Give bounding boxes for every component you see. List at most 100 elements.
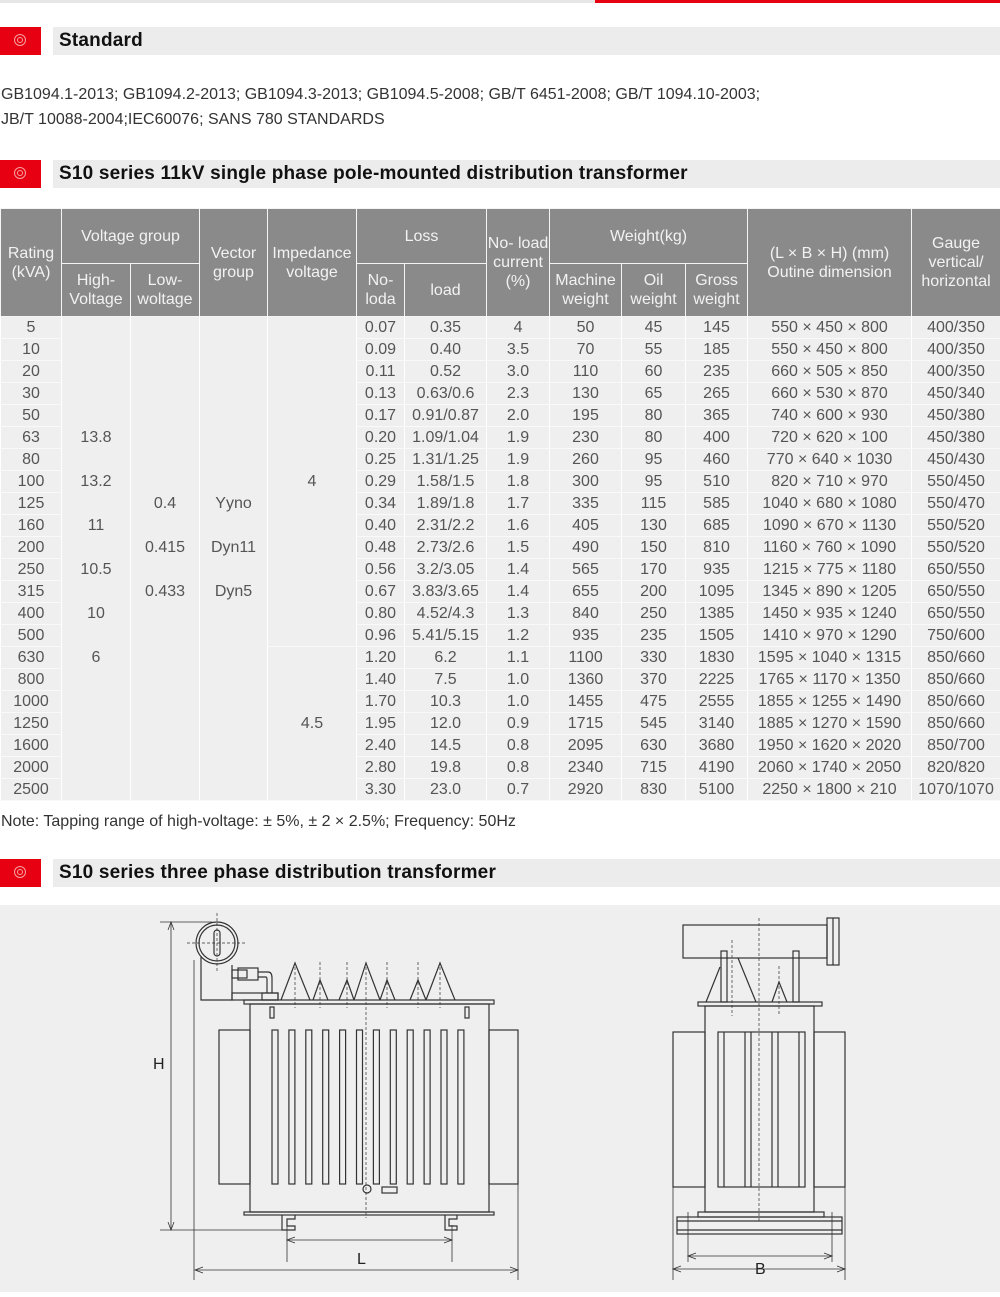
gauge-cell: 850/660: [912, 691, 1000, 713]
gross-weight-cell: 145: [686, 317, 748, 339]
no-load-current-cell: 1.5: [487, 537, 550, 559]
dimension-cell: 1885 × 1270 × 1590: [748, 713, 912, 735]
oil-weight-cell: 130: [622, 515, 686, 537]
gross-weight-cell: 2555: [686, 691, 748, 713]
rating-cell: 20: [1, 361, 62, 383]
section-header-standard: Standard: [0, 27, 1000, 55]
dimension-cell: 1450 × 935 × 1240: [748, 603, 912, 625]
machine-weight-cell: 300: [550, 471, 622, 493]
gauge-cell: 450/340: [912, 383, 1000, 405]
low-voltage-cell-value: 0.4: [131, 493, 199, 537]
radiator-fin: [390, 1030, 396, 1184]
dimension-cell: 740 × 600 × 930: [748, 405, 912, 427]
load-loss-cell: 10.3: [405, 691, 487, 713]
no-load-current-cell: 1.9: [487, 427, 550, 449]
impedance-cell: 4.5: [268, 647, 357, 801]
gross-weight-cell: 510: [686, 471, 748, 493]
gauge-cell: 750/600: [912, 625, 1000, 647]
machine-weight-cell: 70: [550, 339, 622, 361]
machine-weight-cell: 2095: [550, 735, 622, 757]
machine-weight-cell: 405: [550, 515, 622, 537]
gauge-cell: 400/350: [912, 361, 1000, 383]
machine-weight-cell: 335: [550, 493, 622, 515]
dimension-cell: 720 × 620 × 100: [748, 427, 912, 449]
header-gross-weight: Gross weight: [686, 264, 748, 317]
radiator-fin: [407, 1030, 413, 1184]
dimension-cell: 1345 × 890 × 1205: [748, 581, 912, 603]
load-loss-cell: 1.09/1.04: [405, 427, 487, 449]
oil-weight-cell: 630: [622, 735, 686, 757]
no-load-loss-cell: 0.48: [357, 537, 405, 559]
oil-weight-cell: 55: [622, 339, 686, 361]
no-load-current-cell: 1.0: [487, 691, 550, 713]
dimension-cell: 550 × 450 × 800: [748, 339, 912, 361]
load-loss-cell: 6.2: [405, 647, 487, 669]
machine-weight-cell: 1715: [550, 713, 622, 735]
dimension-cell: 2250 × 1800 × 210: [748, 779, 912, 801]
no-load-current-cell: 0.9: [487, 713, 550, 735]
section-title: S10 series 11kV single phase pole-mounte…: [59, 163, 688, 185]
machine-weight-cell: 2340: [550, 757, 622, 779]
rating-cell: 2000: [1, 757, 62, 779]
vector-group-cell-value: Yyno: [200, 493, 267, 537]
gross-weight-cell: 685: [686, 515, 748, 537]
header-loss: Loss: [357, 209, 487, 264]
load-loss-cell: 1.89/1.8: [405, 493, 487, 515]
dimension-cell: 1765 × 1170 × 1350: [748, 669, 912, 691]
rating-cell: 800: [1, 669, 62, 691]
no-load-loss-cell: 0.29: [357, 471, 405, 493]
load-loss-cell: 7.5: [405, 669, 487, 691]
height-label: H: [153, 1056, 165, 1073]
rating-cell: 2500: [1, 779, 62, 801]
rating-cell: 1250: [1, 713, 62, 735]
oil-weight-cell: 370: [622, 669, 686, 691]
load-loss-cell: 12.0: [405, 713, 487, 735]
oil-weight-cell: 475: [622, 691, 686, 713]
no-load-current-cell: 0.7: [487, 779, 550, 801]
header-impedance: Impedance voltage: [268, 209, 357, 317]
load-loss-cell: 3.83/3.65: [405, 581, 487, 603]
gross-weight-cell: 1095: [686, 581, 748, 603]
low-voltage-cell-value: 0.433: [131, 581, 199, 625]
dimension-cell: 1410 × 970 × 1290: [748, 625, 912, 647]
radiator-fin: [357, 1030, 363, 1184]
load-loss-cell: 2.73/2.6: [405, 537, 487, 559]
load-loss-cell: 19.8: [405, 757, 487, 779]
gross-weight-cell: 5100: [686, 779, 748, 801]
load-loss-cell: 23.0: [405, 779, 487, 801]
no-load-current-cell: 1.1: [487, 647, 550, 669]
no-load-current-cell: 1.4: [487, 581, 550, 603]
load-loss-cell: 0.40: [405, 339, 487, 361]
no-load-loss-cell: 0.20: [357, 427, 405, 449]
gauge-cell: 850/660: [912, 669, 1000, 691]
gauge-cell: 850/660: [912, 647, 1000, 669]
gauge-cell: 1070/1070: [912, 779, 1000, 801]
rating-cell: 63: [1, 427, 62, 449]
front-view-drawing: H L: [153, 913, 518, 1280]
rating-cell: 315: [1, 581, 62, 603]
no-load-loss-cell: 0.56: [357, 559, 405, 581]
oil-weight-cell: 715: [622, 757, 686, 779]
header-weight: Weight(kg): [550, 209, 748, 264]
gross-weight-cell: 4190: [686, 757, 748, 779]
dimension-cell: 660 × 530 × 870: [748, 383, 912, 405]
gauge-cell: 550/470: [912, 493, 1000, 515]
transformer-drawing-panel: H L B: [0, 905, 1000, 1292]
gauge-cell: 400/350: [912, 339, 1000, 361]
target-icon: [0, 27, 41, 55]
target-icon: [0, 160, 41, 188]
length-label: L: [357, 1251, 366, 1268]
oil-weight-cell: 115: [622, 493, 686, 515]
rating-cell: 30: [1, 383, 62, 405]
gross-weight-cell: 2225: [686, 669, 748, 691]
rating-cell: 125: [1, 493, 62, 515]
no-load-loss-cell: 1.70: [357, 691, 405, 713]
gross-weight-cell: 585: [686, 493, 748, 515]
no-load-current-cell: 1.6: [487, 515, 550, 537]
gauge-cell: 400/350: [912, 317, 1000, 339]
oil-weight-cell: 545: [622, 713, 686, 735]
no-load-loss-cell: 0.13: [357, 383, 405, 405]
machine-weight-cell: 130: [550, 383, 622, 405]
